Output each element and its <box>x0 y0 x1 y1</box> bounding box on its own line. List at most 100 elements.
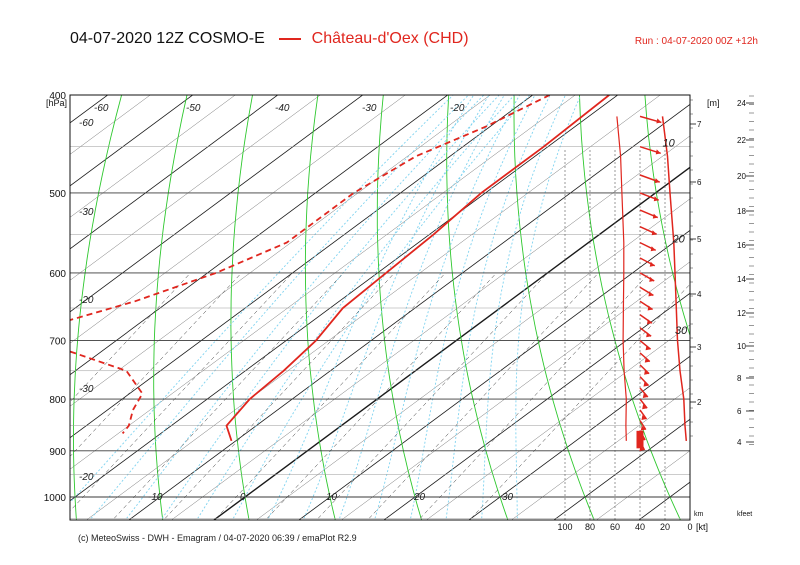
wind-barb-head <box>656 118 662 124</box>
wind-barb-head <box>651 230 657 236</box>
moist-adiabat-line <box>515 95 582 519</box>
height-tick-label: 6 <box>697 178 702 187</box>
temperature-label: -30 <box>79 207 94 218</box>
kfeet-tick-label: 10 <box>737 342 746 351</box>
temperature-label: -60 <box>79 118 94 129</box>
plot-frame <box>69 94 691 521</box>
temperature-label: -30 <box>362 103 377 114</box>
kfeet-tick-label: 16 <box>737 241 746 250</box>
moist-adiabat-line <box>161 95 500 519</box>
wind-barb-head <box>655 149 661 155</box>
pressure-tick-label: 800 <box>49 395 66 406</box>
isotherm-line <box>341 261 690 520</box>
dry-adiabat-line <box>0 24 80 539</box>
height-tick-label: 3 <box>697 343 702 352</box>
mixing-ratio-line <box>470 283 690 519</box>
kfeet-tick-label: 4 <box>737 438 742 447</box>
mixing-ratio-line <box>70 272 293 512</box>
km-label: km <box>694 511 704 518</box>
isotherm-line <box>0 11 179 539</box>
wind-profile-label: 10 <box>663 138 676 150</box>
temperature-label: 10 <box>326 492 338 503</box>
pressure-tick-label: 500 <box>49 189 66 200</box>
wind-barb-head <box>642 393 648 399</box>
isotherm-line <box>70 95 109 124</box>
isotherm-line <box>70 95 279 250</box>
dry-adiabat-line <box>579 95 681 520</box>
isotherm-line <box>0 11 137 539</box>
pressure-tick-label: 700 <box>49 337 66 348</box>
wind-barb-head <box>650 246 656 252</box>
kfeet-tick-label: 12 <box>737 309 746 318</box>
wind-barb-head <box>646 319 652 325</box>
wind-barb-head <box>643 381 649 387</box>
mixing-ratio-line <box>70 272 191 403</box>
dry-adiabat-line <box>153 95 188 520</box>
kfeet-tick-label: 24 <box>737 99 746 108</box>
temperature-label: -20 <box>79 295 94 306</box>
height-tick-label: 4 <box>697 290 702 299</box>
kfeet-unit-label: kfeet <box>737 511 752 518</box>
wind-tick-label: 100 <box>557 522 572 532</box>
pressure-tick-label: 400 <box>49 91 66 102</box>
kfeet-tick-label: 6 <box>737 407 742 416</box>
mixing-ratio-line <box>317 272 548 519</box>
moist-adiabat-line <box>126 95 485 519</box>
moist-adiabat-line <box>267 95 475 519</box>
isotherm-line <box>70 95 534 439</box>
temperature-line <box>225 95 610 442</box>
run-label: Run : 04-07-2020 00Z +12h <box>634 36 758 47</box>
isotherm-line <box>256 198 690 520</box>
mixing-ratio-line <box>215 272 446 519</box>
wind-unit-label: [kt] <box>696 522 708 532</box>
wind-barb-head <box>648 291 654 297</box>
wind-barb <box>639 420 647 431</box>
chart-title: 04-07-2020 12Z COSMO-E Château-d'Oex (CH… <box>70 30 469 48</box>
wind-barb <box>639 409 648 420</box>
wind-barb-head <box>644 357 650 363</box>
isotherm-line <box>553 418 690 520</box>
isotherm-line <box>0 11 94 539</box>
mixing-ratio-line <box>368 272 599 519</box>
temperature-label: -40 <box>275 103 290 114</box>
moist-adiabat-line <box>481 95 566 519</box>
isotherm-line <box>596 450 690 520</box>
dry-adiabat-line <box>376 95 423 520</box>
moist-adiabat-line <box>232 95 531 519</box>
height-tick-label: 2 <box>697 398 702 407</box>
wind-barb-head <box>652 213 658 219</box>
wind-tick-label: 40 <box>635 522 645 532</box>
isotherm-line <box>70 95 364 313</box>
temperature-label: -20 <box>79 472 94 483</box>
isotherm-line <box>70 95 236 218</box>
kfeet-tick-label: 8 <box>737 374 742 383</box>
isotherm-line <box>70 95 321 281</box>
isotherm-line <box>70 95 576 470</box>
height-tick-label: 5 <box>697 235 702 244</box>
temperature-label: -30 <box>79 384 94 395</box>
isotherm-line <box>383 292 690 520</box>
pressure-tick-label: 1000 <box>44 493 67 504</box>
wind-tick-label: 0 <box>687 522 692 532</box>
wind-barb-head <box>642 404 648 410</box>
height-unit-label: [m] <box>707 98 720 108</box>
temperature-label: 20 <box>413 492 426 503</box>
chart-series <box>70 95 688 452</box>
isotherm-line <box>298 229 690 520</box>
height-tick-label: 7 <box>697 120 702 129</box>
wind-barb-head <box>641 415 647 421</box>
wind-barb-head <box>645 345 651 351</box>
temperature-label: -50 <box>186 103 201 114</box>
moist-adiabat-line <box>70 95 454 504</box>
wind-barb-head <box>654 178 660 184</box>
wind-barb <box>639 398 648 409</box>
isotherm-line <box>0 11 52 539</box>
wind-barb-head <box>646 332 652 338</box>
kfeet-tick-label: 22 <box>737 136 746 145</box>
isotherm-line <box>70 95 406 344</box>
isotherm-line <box>468 355 690 520</box>
dry-adiabat-line <box>73 95 123 520</box>
mixing-ratio-line <box>70 272 242 457</box>
dry-adiabat-line <box>0 24 18 539</box>
isotherm-line <box>0 11 9 539</box>
